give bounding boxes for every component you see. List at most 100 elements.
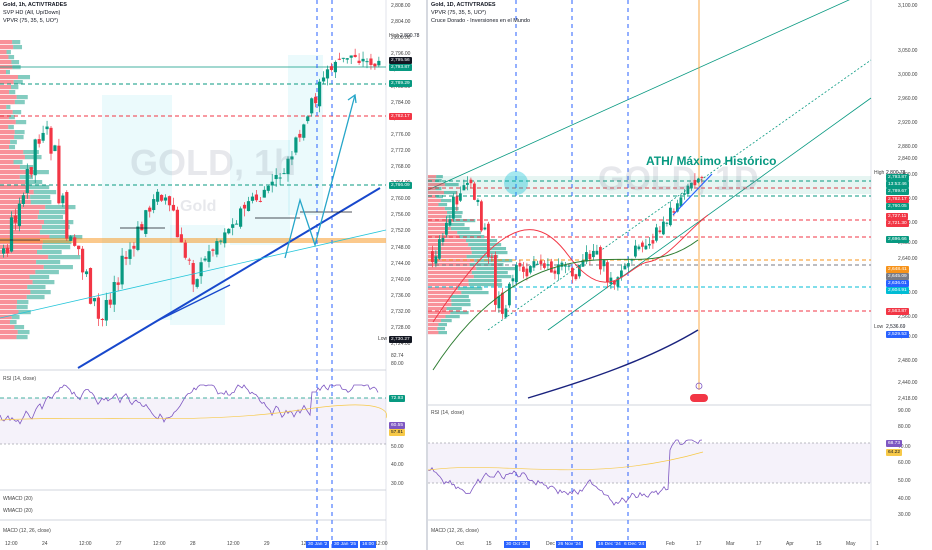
- candle-body: [585, 252, 588, 262]
- candle-body: [199, 262, 203, 277]
- candle-body: [274, 175, 278, 180]
- volume-profile-bar: [454, 219, 476, 223]
- candle-body: [434, 256, 438, 264]
- volume-profile-bar: [428, 267, 477, 271]
- candle-body: [676, 203, 679, 212]
- ath-annotation[interactable]: ATH/ Máximo Histórico: [646, 154, 777, 168]
- symbol-title-1d[interactable]: Gold, 1D, ACTIVTRADES: [431, 2, 496, 8]
- candle-body: [518, 263, 522, 267]
- candle-body: [553, 270, 557, 274]
- price-axis-label: 2,752.00: [391, 228, 411, 235]
- candle-body: [179, 234, 183, 243]
- high-label: High: [389, 33, 400, 39]
- volume-profile-bar: [0, 290, 31, 295]
- price-tag: 2,563.87: [886, 308, 909, 315]
- volume-profile-bar: [0, 130, 15, 135]
- candle-body: [595, 250, 599, 255]
- rsi-label-1d[interactable]: RSI (14, close): [431, 410, 465, 416]
- volume-profile-bar: [5, 70, 10, 75]
- volume-profile-bar: [450, 227, 470, 231]
- candle-body: [473, 183, 476, 200]
- chart-canvas-1h[interactable]: [0, 0, 426, 550]
- macd-label-1d[interactable]: MACD (12, 26, close): [431, 528, 479, 534]
- time-axis-label: Apr: [786, 541, 794, 547]
- wmacd-label-2[interactable]: WMACD (20): [3, 508, 33, 514]
- candle-body: [616, 277, 620, 287]
- candle-body: [294, 137, 298, 153]
- volume-profile-bar: [461, 291, 489, 295]
- indicator-vpvr-1d[interactable]: VPVR (75, 35, 5, UO*): [431, 10, 487, 16]
- price-axis-label: 2,732.00: [391, 308, 411, 315]
- volume-profile-bar: [0, 275, 30, 280]
- candle-body: [203, 258, 207, 261]
- price-axis-label: 2,920.00: [898, 120, 918, 126]
- volume-profile-bar: [13, 45, 23, 50]
- candle-body: [627, 263, 630, 267]
- volume-profile-bar: [428, 259, 475, 263]
- volume-profile-bar: [428, 327, 438, 331]
- candle-body: [235, 223, 239, 225]
- price-tag-green-1: 2,789.29: [389, 80, 412, 87]
- volume-profile-bar: [0, 195, 31, 200]
- volume-profile-bar: [428, 219, 455, 223]
- volume-profile-bar: [468, 279, 502, 283]
- volume-profile-bar: [0, 300, 18, 305]
- candle-body: [683, 193, 686, 195]
- candle-body: [606, 262, 609, 282]
- candle-body: [357, 60, 361, 63]
- candle-body: [314, 96, 318, 104]
- time-axis-label: 17: [696, 541, 702, 547]
- indicator-vpvr[interactable]: VPVR (75, 35, 5, UO*): [3, 18, 59, 24]
- volume-profile-bar: [29, 170, 49, 175]
- indicator-golden-cross[interactable]: Cruce Dorado - Inversiones en el Mundo: [431, 18, 531, 24]
- candle-body: [483, 227, 487, 230]
- projection-arrow: [284, 94, 356, 259]
- date-tag-3: 16:00: [360, 541, 377, 548]
- candle-body: [239, 208, 243, 227]
- price-axis-label: 2,744.00: [391, 260, 411, 267]
- candle-body: [459, 193, 462, 201]
- candle-body: [136, 226, 140, 250]
- wmacd-label-1[interactable]: WMACD (20): [3, 496, 33, 502]
- volume-profile-bar: [0, 190, 34, 195]
- candle-body: [369, 58, 373, 65]
- symbol-title[interactable]: Gold, 1h, ACTIVTRADES: [3, 2, 67, 8]
- candle-body: [310, 98, 314, 114]
- candle-body: [215, 241, 219, 255]
- candle-body: [462, 185, 466, 191]
- candle-body: [286, 158, 290, 175]
- chart-panel-1h[interactable]: GOLD, 1h Gold Gold, 1h, ACTIVTRADES SVP …: [0, 0, 426, 550]
- rsi-label[interactable]: RSI (14, close): [3, 376, 37, 382]
- chart-canvas-1d[interactable]: [428, 0, 932, 550]
- volume-profile-bar: [24, 155, 42, 160]
- panel-divider[interactable]: [426, 0, 428, 550]
- volume-profile-bar: [14, 135, 24, 140]
- ma-medium: [432, 239, 699, 371]
- rsi-tag-yellow: 57.81: [389, 429, 406, 436]
- chart-panel-1d[interactable]: GOLD, 1D ATH/ Máximo Histórico Gold, 1D,…: [428, 0, 932, 550]
- volume-profile-bar: [0, 205, 46, 210]
- candle-body: [361, 58, 365, 62]
- candle-body: [438, 239, 441, 259]
- candle-body: [469, 179, 473, 184]
- price-axis-label: 2,728.00: [391, 325, 411, 331]
- volume-profile-bar: [29, 185, 50, 190]
- volume-profile-bar: [0, 265, 44, 270]
- indicator-svp[interactable]: SVP HD (All, Up/Down): [3, 10, 61, 16]
- candle-body: [487, 223, 490, 258]
- date-tag-2: 30 Jan '25: [332, 541, 358, 548]
- candle-body: [353, 54, 357, 58]
- price-tag: 2,789.67: [886, 188, 909, 195]
- candle-body: [140, 224, 144, 231]
- volume-profile-bar: [0, 75, 19, 80]
- volume-profile-bar: [0, 245, 43, 250]
- candle-body: [81, 248, 85, 273]
- candle-body: [609, 277, 613, 284]
- volume-profile-bar: [0, 135, 15, 140]
- volume-profile-bar: [0, 55, 9, 60]
- volume-profile-bar: [9, 320, 17, 325]
- trendline-thin: [0, 229, 387, 319]
- volume-profile-bar: [0, 80, 14, 85]
- candle-body: [669, 207, 672, 226]
- macd-label[interactable]: MACD (12, 26, close): [3, 528, 51, 534]
